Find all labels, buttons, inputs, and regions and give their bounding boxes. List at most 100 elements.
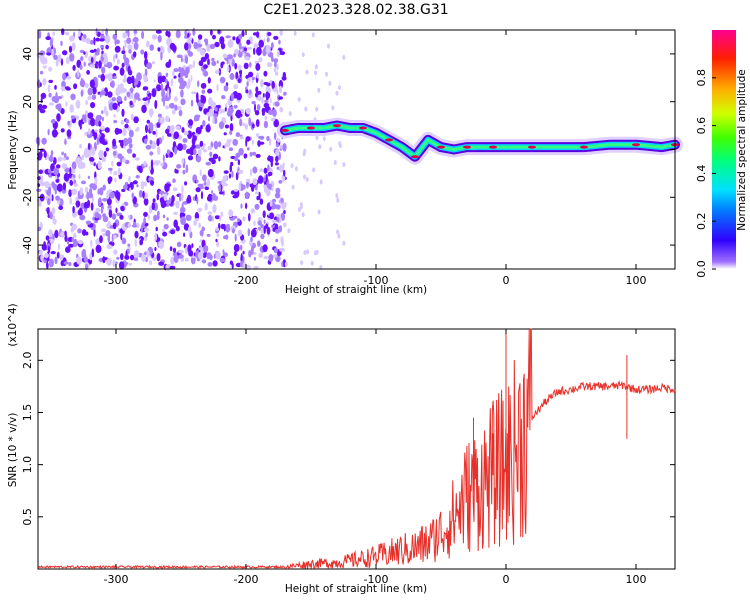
noise-blob [128, 262, 132, 266]
noise-blob [108, 102, 114, 111]
noise-blob [325, 71, 328, 77]
noise-blob [181, 202, 184, 212]
noise-blob [187, 155, 194, 161]
noise-blob [232, 138, 238, 146]
noise-blob [166, 133, 173, 137]
noise-blob [51, 207, 56, 215]
noise-blob [185, 164, 189, 173]
noise-blob [228, 173, 232, 179]
noise-blob [75, 99, 81, 109]
noise-blob [220, 109, 226, 113]
noise-blob [275, 71, 279, 76]
noise-blob [268, 87, 272, 94]
noise-blob [112, 33, 116, 40]
noise-blob [197, 148, 202, 157]
noise-blob [234, 62, 238, 70]
noise-blob [172, 178, 176, 183]
noise-blob [94, 177, 98, 185]
snr-frame [37, 328, 676, 570]
noise-blob [233, 53, 236, 58]
noise-blob [232, 215, 238, 219]
noise-blob [165, 30, 169, 37]
noise-blob [283, 169, 286, 177]
noise-blob [300, 260, 304, 266]
noise-blob [224, 143, 227, 149]
noise-blob [81, 180, 86, 185]
noise-blob [271, 185, 274, 192]
noise-blob [222, 249, 225, 255]
noise-blob [209, 43, 216, 50]
noise-blob [293, 30, 297, 36]
noise-blob [173, 96, 178, 102]
noise-blob [69, 53, 75, 62]
noise-blob [127, 44, 133, 50]
noise-blob [278, 85, 283, 94]
noise-blob [230, 161, 234, 167]
noise-blob [249, 61, 252, 68]
noise-blob [246, 180, 249, 189]
noise-blob [212, 34, 216, 40]
noise-blob [45, 235, 50, 241]
noise-blob [181, 143, 187, 150]
noise-blob [165, 72, 169, 77]
colorbar: 0.0 0.2 0.4 0.6 0.8 Normalized spectral ampl… [695, 30, 748, 278]
noise-blob [256, 46, 262, 56]
noise-blob [191, 91, 197, 95]
noise-blob [248, 212, 251, 222]
y-tick-label: 1.0 [21, 456, 34, 474]
noise-blob [176, 54, 183, 59]
noise-blob [200, 146, 205, 151]
noise-blob [77, 69, 80, 78]
noise-blob [312, 167, 316, 173]
noise-blob [50, 251, 56, 255]
colorbar-tick-label: 0.6 [695, 117, 708, 135]
noise-blob [178, 254, 184, 259]
noise-blob [87, 112, 94, 119]
noise-blob [183, 131, 189, 136]
noise-blob [193, 41, 199, 50]
noise-blob [216, 233, 220, 237]
noise-blob [198, 60, 204, 67]
noise-blob [182, 213, 186, 217]
noise-blob [102, 184, 106, 191]
noise-blob [83, 201, 89, 209]
noise-blob [133, 250, 140, 259]
noise-blob [247, 46, 252, 50]
noise-blob [242, 122, 246, 126]
noise-blob [249, 151, 253, 157]
noise-blob [61, 151, 64, 156]
noise-blob [60, 230, 66, 238]
noise-blob [187, 130, 193, 139]
noise-blob [218, 184, 222, 193]
noise-blob [226, 110, 233, 117]
noise-blob [79, 187, 84, 196]
noise-blob [53, 167, 59, 176]
noise-blob [102, 213, 107, 218]
noise-blob [262, 48, 267, 57]
noise-blob [47, 245, 51, 254]
noise-blob [172, 109, 176, 115]
noise-blob [61, 163, 68, 170]
noise-blob [89, 64, 96, 68]
noise-blob [263, 70, 268, 77]
trace-hotspot [489, 145, 497, 149]
noise-blob [79, 79, 86, 87]
noise-blob [208, 115, 210, 122]
noise-blob [243, 62, 249, 69]
noise-blob [148, 165, 152, 171]
noise-blob [223, 85, 229, 92]
noise-blob [62, 72, 67, 81]
noise-blob [194, 144, 201, 149]
noise-blob [49, 233, 53, 238]
noise-blob [135, 175, 140, 179]
noise-blob [250, 236, 253, 243]
noise-blob [56, 183, 63, 192]
noise-blob [121, 62, 125, 68]
noise-blob [169, 42, 176, 51]
noise-blob [137, 97, 141, 102]
noise-blob [158, 240, 165, 249]
noise-blob [91, 94, 97, 100]
noise-blob [48, 66, 53, 72]
noise-blob [212, 193, 216, 200]
noise-blob [268, 138, 272, 146]
